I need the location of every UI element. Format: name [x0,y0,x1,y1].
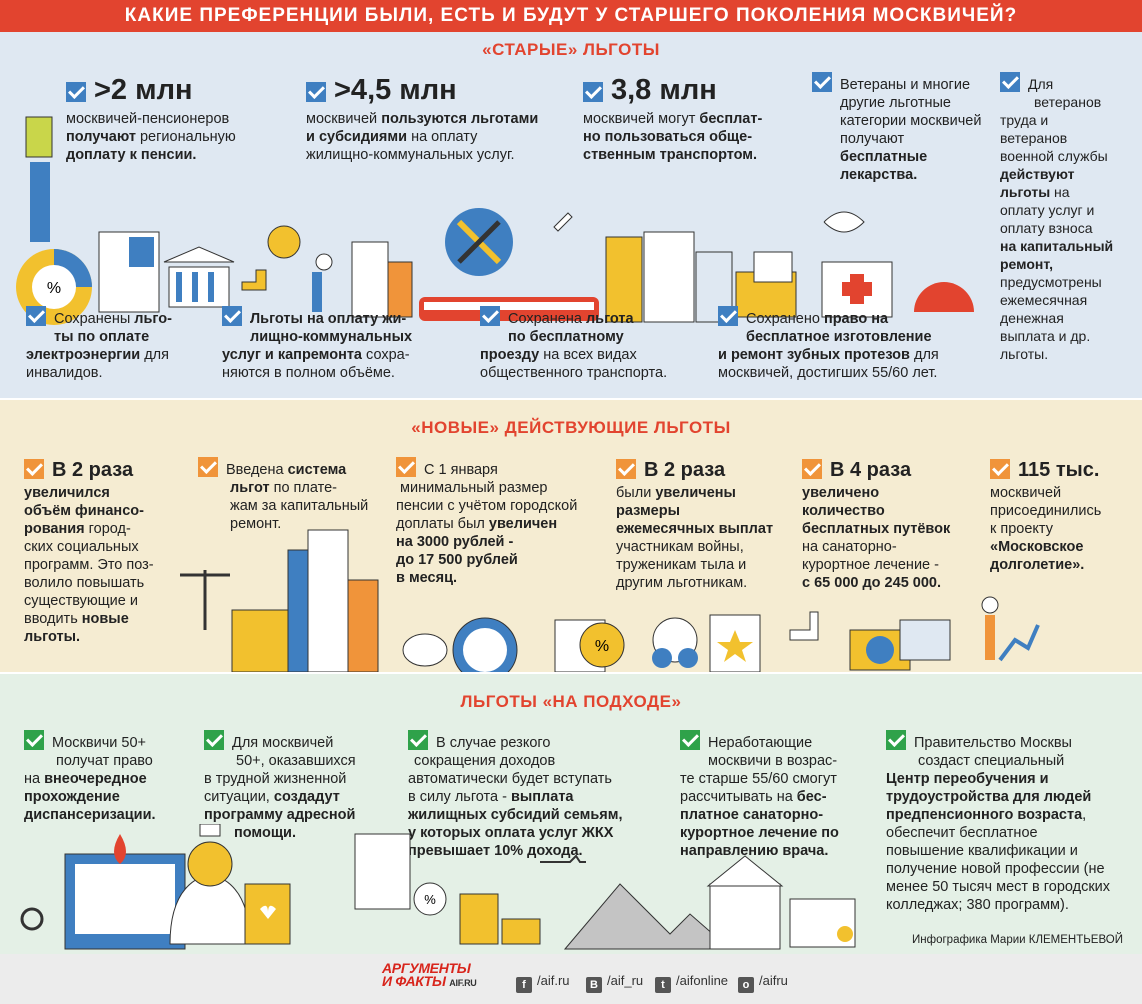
check-icon [1000,72,1020,92]
check-icon [24,730,44,750]
new-benefits-section: «НОВЫЕ» ДЕЙСТВУЮЩИЕ ЛЬГОТЫ В 2 раза увел… [0,400,1142,672]
bank-icon [163,246,235,263]
new-item-longevity: 115 тыс. москвичей присоединились к прое… [990,459,1102,573]
sleeve-icon [30,162,50,242]
upcoming-benefits-section: ЛЬГОТЫ «НА ПОДХОДЕ» Москвичи 50+ получат… [0,674,1142,954]
office-building-icon [605,236,643,323]
check-icon [680,730,700,750]
new-item-vouchers: В 4 раза увеличено количество бесплатных… [802,459,951,591]
check-icon [204,730,224,750]
new-item-pension: С 1 января минимальный размер пенсии с у… [396,457,606,587]
percent-coin-icon [413,882,447,916]
airplane-icon [540,854,586,863]
check-icon [408,730,428,750]
aif-logo[interactable]: АРГУМЕНТЫ И ФАКТЫ AIF.RU [382,960,477,989]
upcoming-item-medical-exam: Москвичи 50+ получат право на внеочередн… [24,730,199,824]
check-icon [886,730,906,750]
check-icon [583,82,603,102]
odnoklassniki-icon: о [738,977,754,993]
new-item-funding: В 2 раза увеличился объём финансо- рован… [24,459,154,645]
upcoming-item-sanatorium: Неработающие москвичи в возрас- те старш… [680,730,865,860]
old-item-medicine: Ветераны и многие другие льготные катего… [812,72,987,184]
check-icon [396,457,416,477]
like-hand-icon [789,611,819,641]
person-growth-icon [985,615,995,660]
new-item-monthly-payments: В 2 раза были увеличены размеры ежемесяч… [616,459,774,591]
check-icon [990,459,1010,479]
check-icon [616,459,636,479]
social-link-facebook[interactable]: f/aif.ru [516,973,570,993]
check-icon [802,459,822,479]
rocket-icon [553,212,573,232]
blood-drop-icon [114,834,126,864]
upcoming-section-title: ЛЬГОТЫ «НА ПОДХОДЕ» [460,692,682,711]
person-icon [312,272,322,312]
upcoming-benefits-illustration: % [20,824,856,950]
old-item-free-travel: Сохранена льгота по бесплатному проезду … [480,306,700,382]
vk-icon: В [586,977,602,993]
social-link-odnoklassniki[interactable]: о/aifru [738,973,788,993]
upcoming-item-subsidies: В случае резкого сокращения доходов авто… [408,730,648,860]
lightbulb-icon [267,225,301,259]
upcoming-item-retraining: Правительство Москвы создаст специальный… [886,730,1142,914]
old-item-pensioners: >2 млн москвичей-пенсионеров получают ре… [66,74,236,163]
photo-icon [899,619,951,661]
old-item-dental: Сохранено право на бесплатное изготовлен… [718,306,978,382]
infographic-credit: Инфографика Марии КЛЕМЕНТЬЕВОЙ [912,934,1123,946]
facebook-icon: f [516,977,532,993]
binoculars-icon [652,648,672,668]
check-icon [812,72,832,92]
siren-icon [914,282,974,312]
old-benefits-illustration: % [16,116,974,325]
check-icon [26,306,46,326]
receipt-icon [354,833,411,910]
thumbs-up-icon [241,269,267,291]
mountains-icon [563,883,732,950]
new-section-title: «НОВЫЕ» ДЕЙСТВУЮЩИЕ ЛЬГОТЫ [411,418,731,437]
old-item-electricity: Сохранены льго- ты по оплате электроэнер… [26,306,201,382]
social-link-vk[interactable]: В/aif_ru [586,973,643,993]
old-item-housing: >4,5 млн москвичей пользуются льготами и… [306,74,539,163]
page-title: КАКИЕ ПРЕФЕРЕНЦИИ БЫЛИ, ЕСТЬ И БУДУТ У С… [0,0,1142,32]
piggy-bank-icon [402,633,448,667]
banknote-icon [25,116,53,158]
old-item-utilities: Льготы на оплату жи- лищно-коммунальных … [222,306,452,382]
stethoscope-icon [20,907,44,931]
svg-text:%: % [424,892,436,907]
eye-icon [823,211,865,233]
svg-text:%: % [47,280,61,297]
check-icon [66,82,86,102]
twitter-icon: t [655,977,671,993]
old-item-transport: 3,8 млн москвичей могут бесплат- но поль… [583,74,763,163]
check-icon [222,306,242,326]
new-item-repair-system: Введена система льгот по плате- жам за к… [198,457,373,533]
coins-icon [459,893,499,945]
social-link-twitter[interactable]: t/aifonline [655,973,728,993]
check-icon [718,306,738,326]
old-item-veterans: Для ветеранов труда и ветеранов военной … [1000,72,1142,363]
upcoming-item-assistance: Для москвичей 50+, оказавшихся в трудной… [204,730,389,842]
percent-icon [579,622,625,668]
new-benefits-illustration: % [180,529,1040,672]
old-benefits-section: «СТАРЫЕ» ЛЬГОТЫ >2 млн москвичей-пенсион… [0,32,1142,398]
old-section-title: «СТАРЫЕ» ЛЬГОТЫ [482,40,660,59]
check-icon [306,82,326,102]
check-icon [480,306,500,326]
check-icon [24,459,44,479]
svg-text:%: % [595,638,609,655]
college-building-icon [709,883,781,950]
check-icon [198,457,218,477]
footer [0,954,1142,1004]
